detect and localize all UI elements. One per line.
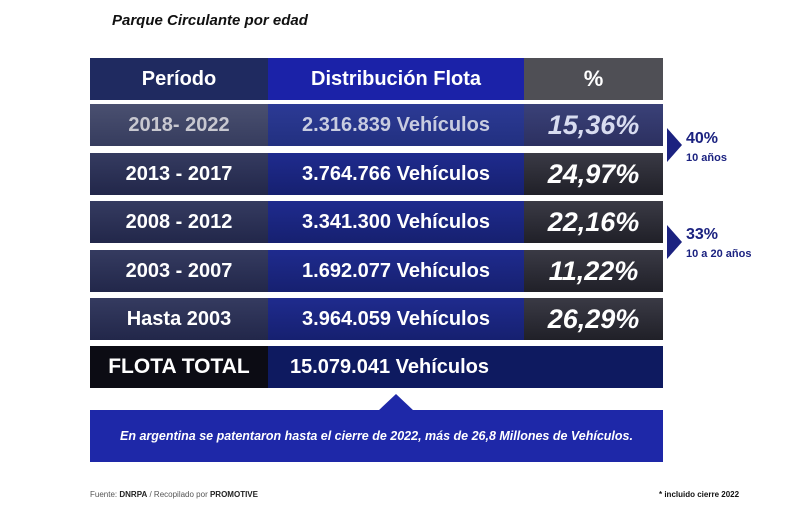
fleet-cell: 3.764.766 Vehículos: [268, 153, 524, 195]
period-cell: 2003 - 2007: [90, 250, 268, 292]
annotation-value: 33%: [686, 226, 719, 243]
note: En argentina se patentaron hasta el cier…: [90, 410, 663, 462]
percent-cell: 15,36%: [524, 104, 663, 146]
period-cell: 2018- 2022: [90, 104, 268, 146]
percent-cell: 22,16%: [524, 201, 663, 243]
bracket-arrow: [667, 128, 682, 162]
annotation-label: 10 años: [686, 152, 727, 164]
annotation-label: 10 a 20 años: [686, 248, 752, 260]
compiled-label: / Recopilado por: [149, 490, 208, 499]
source-name: DNRPA: [119, 490, 148, 499]
compiler-name: PROMOTIVE: [209, 490, 258, 499]
source: Fuente: DNRPA / Recopilado por PROMOTIVE: [90, 490, 258, 499]
total-value: 15.079.041 Vehículos: [268, 346, 663, 388]
period-cell: 2013 - 2017: [90, 153, 268, 195]
percent-cell: 24,97%: [524, 153, 663, 195]
footnote: * incluido cierre 2022: [659, 490, 740, 499]
fleet-cell: 1.692.077 Vehículos: [268, 250, 524, 292]
percent-cell: 11,22%: [524, 250, 663, 292]
header-cell: Período: [90, 58, 268, 100]
header-cell: %: [524, 58, 663, 100]
total-label: FLOTA TOTAL: [90, 346, 268, 388]
fleet-cell: 2.316.839 Vehículos: [268, 104, 524, 146]
header-cell: Distribución Flota: [268, 58, 524, 100]
fleet-cell: 3.341.300 Vehículos: [268, 201, 524, 243]
period-cell: Hasta 2003: [90, 298, 268, 340]
period-cell: 2008 - 2012: [90, 201, 268, 243]
fleet-cell: 3.964.059 Vehículos: [268, 298, 524, 340]
note-pointer: [378, 394, 414, 411]
title: Parque Circulante por edad: [112, 12, 308, 29]
source-label: Fuente:: [90, 490, 118, 499]
annotation-value: 40%: [686, 130, 719, 147]
bracket-arrow: [667, 225, 682, 259]
percent-cell: 26,29%: [524, 298, 663, 340]
